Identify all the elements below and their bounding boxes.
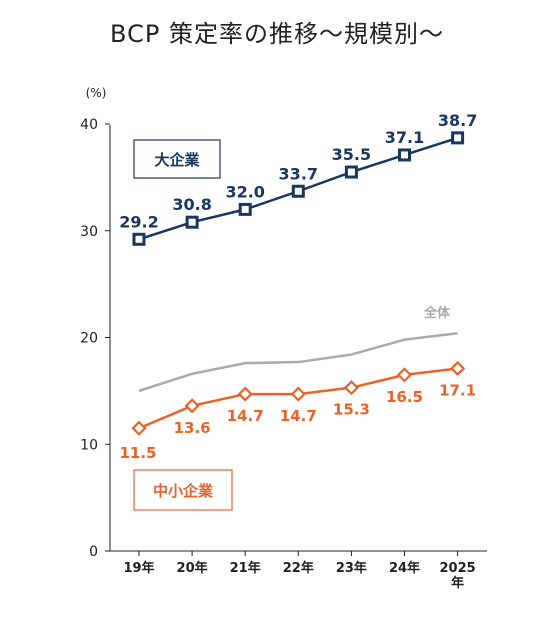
data-point xyxy=(451,131,465,145)
data-point xyxy=(132,232,146,246)
data-point xyxy=(343,380,359,396)
y-tick-label: 30 xyxy=(80,224,98,240)
data-point xyxy=(290,386,306,402)
data-label: 35.5 xyxy=(332,145,371,164)
y-axis-unit: (%) xyxy=(86,86,107,100)
data-point xyxy=(238,202,252,216)
series-line xyxy=(138,331,458,393)
data-label: 33.7 xyxy=(279,164,318,183)
data-point xyxy=(184,398,200,414)
series-layer: 29.2 30.8 32.0 33.7 35.5 37.1 38.7 11.5 13.6 14.7… xyxy=(119,111,477,462)
legend-label-sme: 中小企業 xyxy=(153,482,214,500)
data-label: 29.2 xyxy=(119,212,158,231)
data-point xyxy=(131,420,147,436)
x-tick-label: 19年 xyxy=(123,560,154,576)
data-label: 13.6 xyxy=(174,419,211,437)
data-label: 14.7 xyxy=(227,407,264,425)
data-label: 32.0 xyxy=(225,182,264,201)
data-point xyxy=(450,360,466,377)
data-point xyxy=(237,386,253,402)
x-tick-label: 22年 xyxy=(283,560,314,576)
y-tick-label: 10 xyxy=(80,437,98,453)
data-point xyxy=(291,184,305,198)
x-tick-labels: 19年 20年 21年 22年 23年 24年 2025 年 xyxy=(123,551,476,591)
x-tick-label: 23年 xyxy=(336,560,367,576)
data-label: 16.5 xyxy=(386,388,423,406)
legend-label-total: 全体 xyxy=(423,305,451,321)
data-label: 30.8 xyxy=(172,195,211,214)
data-point xyxy=(344,165,358,179)
data-label: 37.1 xyxy=(385,128,424,147)
data-label: 15.3 xyxy=(333,401,370,419)
data-point xyxy=(396,367,413,383)
y-tick-label: 40 xyxy=(80,117,98,133)
x-tick-label: 21年 xyxy=(230,560,261,576)
x-tick-label: 2025 年 xyxy=(440,561,476,591)
y-tick-label: 0 xyxy=(89,544,98,560)
data-label: 17.1 xyxy=(439,381,476,399)
legend-box-large xyxy=(133,139,221,179)
data-label: 14.7 xyxy=(280,407,317,425)
legend-label-large: 大企業 xyxy=(154,151,200,169)
y-tick-label: 20 xyxy=(80,331,98,347)
legend-box-sme xyxy=(133,469,233,511)
data-label: 11.5 xyxy=(119,444,156,462)
data-point xyxy=(398,148,411,162)
x-tick-label: 24年 xyxy=(389,560,420,576)
chart-title: BCP 策定率の推移～規模別～ xyxy=(110,20,444,48)
x-tick-label: 20年 xyxy=(177,560,208,576)
y-tick-labels: 0 10 20 30 40 xyxy=(80,117,110,560)
data-label: 38.7 xyxy=(438,111,477,130)
data-point xyxy=(185,215,199,229)
